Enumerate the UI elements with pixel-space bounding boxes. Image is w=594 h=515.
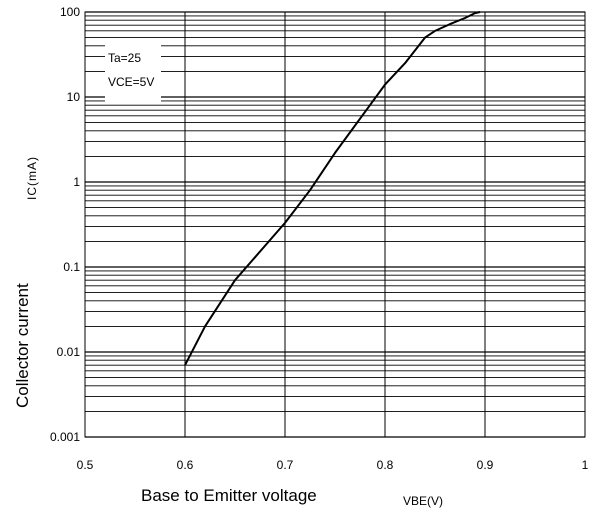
y-tick-label: 100	[60, 5, 80, 19]
x-tick-label: 0.7	[277, 458, 294, 472]
y-tick-label: 0.001	[50, 430, 80, 444]
y-axis-unit-label: IC(mA)	[25, 156, 39, 200]
x-tick-label: 0.6	[177, 458, 194, 472]
annotation-temperature: Ta=25	[108, 51, 141, 65]
series-line	[184, 11, 481, 366]
annotation-vce: VCE=5V	[108, 75, 154, 89]
y-tick-label: 1	[73, 175, 80, 189]
annotation-box: Ta=25 VCE=5V	[105, 42, 161, 102]
y-axis-label: Collector current	[13, 283, 32, 408]
y-tick-label: 0.1	[63, 260, 80, 274]
series-layer	[184, 11, 481, 366]
x-axis-label: Base to Emitter voltage	[141, 486, 317, 505]
x-axis-unit-label: VBE(V)	[403, 494, 443, 508]
x-tick-label: 0.8	[377, 458, 394, 472]
plot-frame	[84, 11, 586, 438]
y-tick-label: 10	[67, 90, 81, 104]
x-tick-labels: 0.5 0.6 0.7 0.8 0.9 1	[77, 458, 589, 472]
x-tick-label: 0.9	[477, 458, 494, 472]
annotation-background	[105, 42, 161, 102]
x-tick-label: 1	[582, 458, 589, 472]
y-tick-label: 0.01	[57, 345, 81, 359]
x-tick-label: 0.5	[77, 458, 94, 472]
y-tick-labels: 0.001 0.01 0.1 1 10 100	[50, 5, 80, 444]
